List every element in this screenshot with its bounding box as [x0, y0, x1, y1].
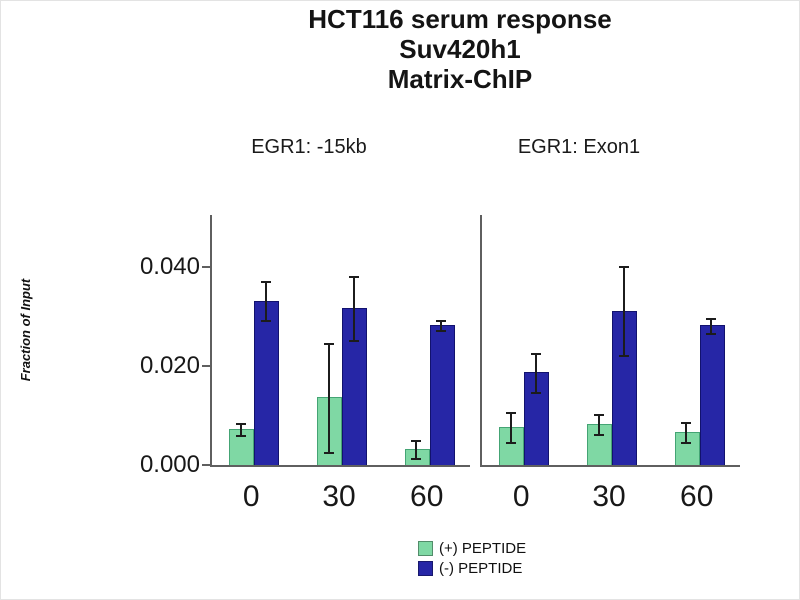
- error-bar-cap: [530, 392, 541, 395]
- error-bar-cap: [323, 451, 334, 454]
- y-tick-label: 0.020: [139, 351, 200, 379]
- error-bar-cap: [706, 332, 717, 335]
- legend-label-positive-peptide: (+) PEPTIDE: [439, 539, 527, 557]
- x-tick-label: 30: [322, 480, 356, 513]
- error-bar-cap: [530, 352, 541, 355]
- legend-swatch-positive-peptide: [418, 540, 433, 556]
- chart-title-line1: HCT116 serum response: [308, 4, 612, 34]
- bar-negative-peptide: [342, 308, 367, 465]
- y-axis-title: Fraction of Input: [18, 278, 33, 382]
- error-bar-cap: [411, 458, 422, 461]
- error-bar: [685, 422, 688, 443]
- error-bar: [327, 343, 330, 453]
- error-bar: [239, 424, 242, 437]
- error-bar: [352, 276, 355, 342]
- error-bar-cap: [505, 441, 516, 444]
- bar-positive-peptide: [674, 431, 700, 465]
- x-axis-labels: 0 30 60: [480, 480, 738, 520]
- plot-area: [480, 215, 740, 467]
- bar-positive-peptide: [587, 424, 612, 465]
- legend-label-negative-peptide: (-) PEPTIDE: [439, 559, 523, 577]
- chart-panel: EGR1: -15kb 0 30 60: [210, 0, 470, 600]
- error-bar: [597, 415, 600, 436]
- legend-item-negative-peptide: (-) PEPTIDE: [418, 558, 526, 578]
- legend: (+) PEPTIDE (-) PEPTIDE: [418, 538, 526, 578]
- error-bar-cap: [436, 320, 447, 323]
- error-bar-cap: [681, 441, 692, 444]
- x-tick-label: 0: [512, 480, 530, 513]
- error-bar-cap: [593, 414, 604, 417]
- error-bar-cap: [706, 317, 717, 320]
- y-tick-label: 0.040: [139, 252, 200, 280]
- legend-swatch-negative-peptide: [418, 560, 433, 576]
- x-tick-label: 30: [592, 480, 626, 513]
- chart-title: HCT116 serum response Suv420h1 Matrix-Ch…: [90, 4, 800, 94]
- error-bar-cap: [260, 280, 271, 283]
- error-bar-cap: [323, 342, 334, 345]
- bar-negative-peptide: [524, 372, 550, 465]
- error-bar: [534, 353, 537, 394]
- x-axis-labels: 0 30 60: [210, 480, 468, 520]
- error-bar: [264, 281, 267, 322]
- error-bar-cap: [235, 435, 246, 438]
- error-bar-cap: [681, 421, 692, 424]
- error-bar-cap: [411, 440, 422, 443]
- error-bar-cap: [260, 320, 271, 323]
- error-bar: [622, 266, 625, 357]
- error-bar-cap: [618, 355, 629, 358]
- y-tick-mark: [202, 464, 210, 466]
- x-tick-label: 0: [242, 480, 260, 513]
- error-bar-cap: [348, 340, 359, 343]
- error-bar-cap: [436, 330, 447, 333]
- plot-area: [210, 215, 470, 467]
- error-bar: [509, 413, 512, 443]
- bar-negative-peptide: [612, 310, 637, 465]
- error-bar-cap: [348, 275, 359, 278]
- error-bar: [440, 321, 443, 332]
- bar-negative-peptide: [429, 325, 455, 465]
- error-bar: [415, 441, 418, 460]
- chart-panel: EGR1: Exon1 0 30 60: [480, 0, 740, 600]
- bar-positive-peptide: [499, 426, 525, 465]
- error-bar-cap: [593, 434, 604, 437]
- error-bar-cap: [618, 265, 629, 268]
- x-tick-label: 60: [410, 480, 444, 513]
- bar-negative-peptide: [254, 300, 280, 465]
- panel-title: EGR1: -15kb: [251, 136, 367, 158]
- bar-negative-peptide: [699, 325, 725, 465]
- chart-title-line3: Matrix-ChIP: [387, 64, 533, 94]
- error-bar-cap: [235, 423, 246, 426]
- chart-title-line2: Suv420h1: [399, 34, 521, 64]
- panel-title: EGR1: Exon1: [517, 136, 641, 158]
- error-bar-cap: [505, 412, 516, 415]
- x-tick-label: 60: [680, 480, 714, 513]
- y-tick-label: 0.000: [139, 451, 200, 478]
- error-bar: [710, 318, 713, 334]
- y-tick-mark: [202, 364, 210, 367]
- y-tick-mark: [202, 265, 210, 268]
- bar-positive-peptide: [317, 397, 342, 465]
- legend-item-positive-peptide: (+) PEPTIDE: [418, 538, 526, 558]
- bar-positive-peptide: [404, 449, 430, 465]
